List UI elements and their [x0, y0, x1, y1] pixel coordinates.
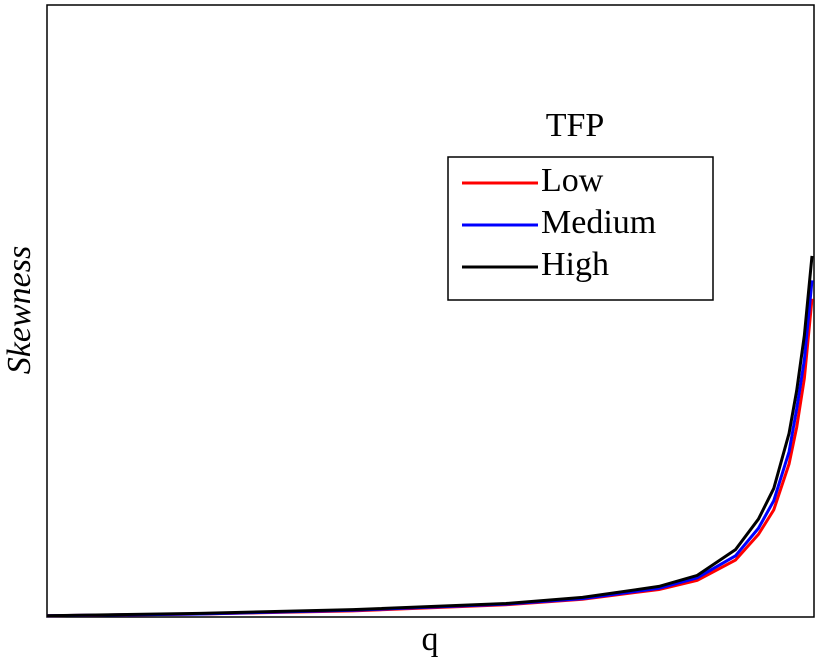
legend-title: TFP	[546, 107, 605, 144]
y-axis-label: Skewness	[1, 246, 38, 374]
legend-label: Medium	[541, 204, 656, 241]
legend-box	[447, 156, 714, 301]
plot-frame	[46, 4, 815, 618]
lines	[46, 255, 814, 618]
legend-label: High	[541, 246, 609, 283]
legend-label: Low	[541, 162, 604, 199]
legend: Low Medium High	[447, 156, 714, 301]
line-series	[46, 255, 814, 618]
x-axis-label: q	[422, 621, 439, 658]
